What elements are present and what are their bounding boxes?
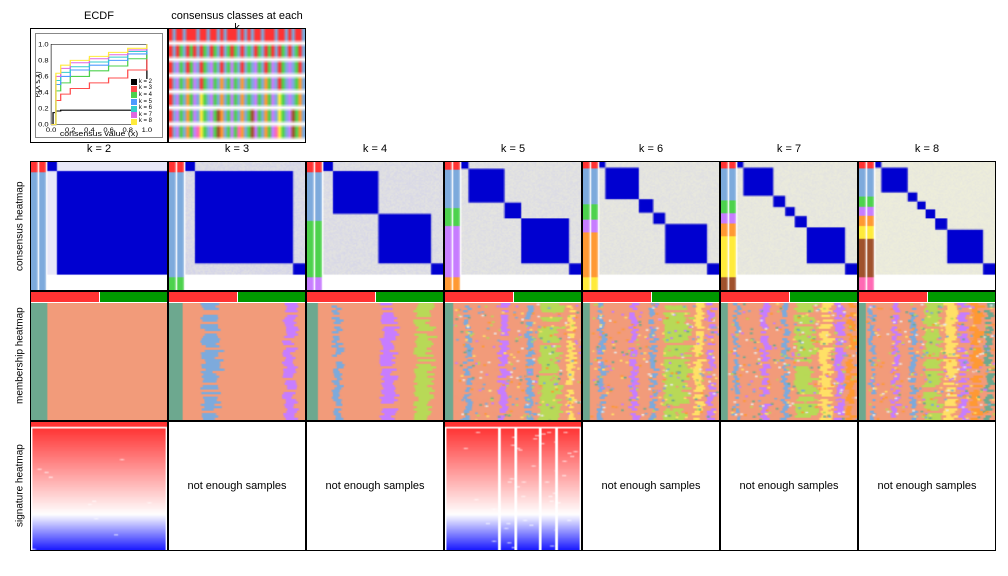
ecdf-legend: k = 2k = 3k = 4k = 5k = 6k = 7k = 8 <box>131 79 152 125</box>
not-enough-samples-text: not enough samples <box>169 422 305 550</box>
not-enough-samples-text: not enough samples <box>859 422 995 550</box>
consensus-classes-title: consensus classes at each k <box>168 10 306 28</box>
svg-text:0.8: 0.8 <box>38 58 49 64</box>
k-label: k = 5 <box>444 143 582 161</box>
svg-text:1.0: 1.0 <box>142 127 153 133</box>
membership-heatmap-cell <box>858 291 996 421</box>
membership-heatmap-cell <box>306 291 444 421</box>
consensus-heatmap-cell <box>720 161 858 291</box>
signature-heatmap-cell <box>444 421 582 551</box>
svg-text:0.2: 0.2 <box>38 106 49 112</box>
ecdf-title: ECDF <box>30 10 168 28</box>
not-enough-samples-text: not enough samples <box>721 422 857 550</box>
consensus-heatmap-cell <box>582 161 720 291</box>
membership-heatmap-cell <box>30 291 168 421</box>
not-enough-samples-text: not enough samples <box>583 422 719 550</box>
not-enough-samples-text: not enough samples <box>307 422 443 550</box>
svg-text:1.0: 1.0 <box>38 42 49 48</box>
membership-heatmap-cell <box>168 291 306 421</box>
signature-heatmap-cell: not enough samples <box>582 421 720 551</box>
signature-heatmap-cell: not enough samples <box>720 421 858 551</box>
consensus-classes-plot <box>168 28 306 143</box>
row-label-membership: membership heatmap <box>10 291 30 421</box>
membership-heatmap-cell <box>444 291 582 421</box>
consensus-heatmap-cell <box>306 161 444 291</box>
signature-heatmap-cell: not enough samples <box>858 421 996 551</box>
membership-heatmap-cell <box>582 291 720 421</box>
consensus-heatmap-cell <box>30 161 168 291</box>
k-label: k = 6 <box>582 143 720 161</box>
svg-text:0.0: 0.0 <box>38 122 49 128</box>
row-label-signature: signature heatmap <box>10 421 30 551</box>
membership-heatmap-cell <box>720 291 858 421</box>
svg-text:P(X ≤ x): P(X ≤ x) <box>36 71 42 97</box>
svg-text:consensus value (x): consensus value (x) <box>60 130 139 137</box>
k-label: k = 4 <box>306 143 444 161</box>
k-label: k = 2 <box>30 143 168 161</box>
k-label: k = 7 <box>720 143 858 161</box>
consensus-heatmap-cell <box>168 161 306 291</box>
signature-heatmap-cell: not enough samples <box>306 421 444 551</box>
consensus-heatmap-cell <box>444 161 582 291</box>
consensus-heatmap-cell <box>858 161 996 291</box>
ecdf-plot-cell: 0.00.20.40.60.81.00.00.20.40.60.81.0cons… <box>30 28 168 143</box>
k-label: k = 8 <box>858 143 996 161</box>
signature-heatmap-cell: not enough samples <box>168 421 306 551</box>
row-label-consensus: consensus heatmap <box>10 161 30 291</box>
k-label: k = 3 <box>168 143 306 161</box>
signature-heatmap-cell <box>30 421 168 551</box>
